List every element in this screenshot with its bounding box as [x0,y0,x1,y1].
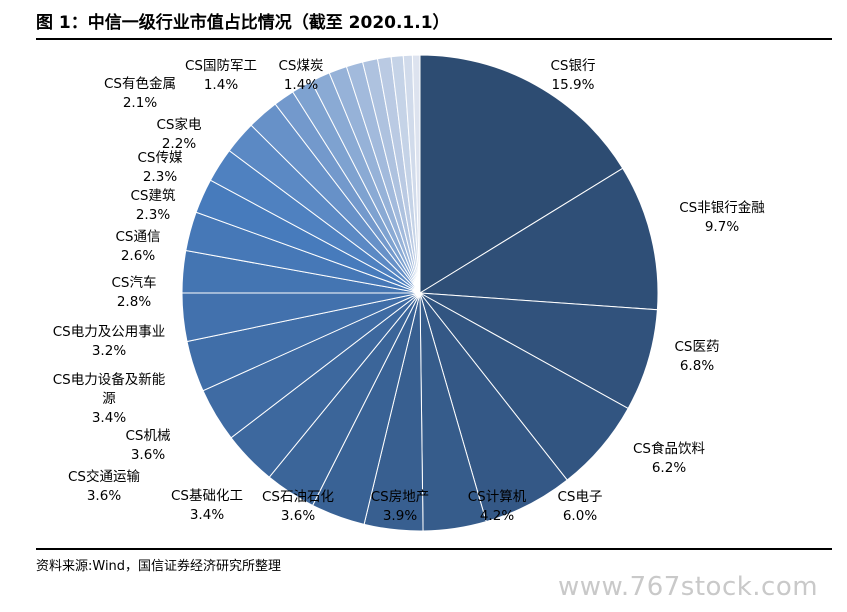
slice-label: CS银行 [551,58,596,74]
slice-value-label: 1.4% [284,77,318,93]
slice-label: CS通信 [116,229,161,245]
slice-value-label: 2.3% [136,207,170,223]
slice-label: CS计算机 [468,489,527,505]
slice-label: CS家电 [157,116,202,133]
slice-value-label: 3.4% [190,507,224,523]
slice-value-label: 6.8% [680,358,714,374]
slice-value-label: 3.6% [87,488,121,504]
slice-label: CS建筑 [131,188,176,204]
slice-label: CS煤炭 [279,58,324,74]
watermark: www.767stock.com [558,572,819,602]
slice-label: CS医药 [675,339,720,355]
chart-title: 图 1：中信一级行业市值占比情况（截至 2020.1.1） [36,13,450,33]
pie-labels: CS银行 15.9% CS非银行金融 9.7% CS医药 6.8% CS食品饮料 6.2% CS… [53,58,765,524]
slice-label: CS电子 [558,489,603,505]
pie-slice-1 [419,54,624,294]
slice-value-label: 3.6% [281,508,315,524]
slice-label: CS电力设备及新能源 [53,371,166,407]
slice-label: CS石油石化 [262,489,334,505]
slice-label: CS非银行金融 [679,200,765,216]
slice-label: CS国防军工 [185,58,257,74]
source-note: 资料来源:Wind，国信证券经济研究所整理 [36,559,282,574]
bottom-rule [36,548,832,550]
slice-value-label: 2.2% [162,136,196,152]
pie-slice-unlabeled-29 [411,54,421,294]
top-rule [36,38,832,40]
slice-label: CS电力及公用事业 [53,324,166,340]
slice-label: CS交通运输 [68,468,140,485]
slice-label: CS食品饮料 [633,440,705,457]
slice-value-label: 1.4% [204,77,238,93]
slice-label: CS基础化工 [171,487,243,504]
pie-chart: CS银行 15.9% CS非银行金融 9.7% CS医药 6.8% CS食品饮料 6.2% CS… [53,54,765,532]
pie-slices [181,54,659,532]
slice-value-label: 2.3% [143,169,177,185]
slice-value-label: 6.2% [652,460,686,476]
slice-value-label: 2.1% [123,95,157,111]
slice-label: CS汽车 [112,274,157,291]
slice-value-label: 6.0% [563,508,597,524]
slice-value-label: 3.6% [131,447,165,463]
slice-label: CS房地产 [371,489,430,505]
slice-value-label: 3.4% [92,410,126,426]
pie-slice-3 [419,292,658,410]
slice-value-label: 2.6% [121,248,155,264]
slice-label: CS机械 [126,428,171,444]
slice-label: CS有色金属 [104,75,176,92]
slice-value-label: 4.2% [480,508,514,524]
slice-value-label: 3.9% [383,508,417,524]
pie-slice-2 [418,167,659,311]
slice-label: CS传媒 [138,150,183,166]
slice-value-label: 2.8% [117,294,151,310]
slice-value-label: 15.9% [552,77,595,93]
slice-value-label: 9.7% [705,219,739,235]
slice-value-label: 3.2% [92,343,126,359]
